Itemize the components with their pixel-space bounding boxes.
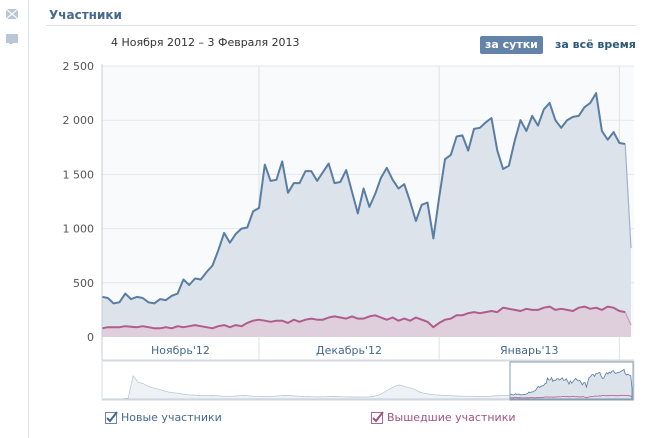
y-tick-label: 2 000 — [63, 114, 95, 127]
header-divider — [46, 25, 636, 26]
y-tick-label: 1 500 — [63, 168, 95, 181]
navigator-history-series — [103, 375, 511, 400]
navigator-new-series — [509, 368, 633, 400]
new-members-area — [102, 93, 631, 337]
y-tick-label: 500 — [73, 277, 94, 290]
mail-icon[interactable] — [6, 9, 18, 19]
left-members-line — [101, 305, 626, 330]
left-rail — [0, 0, 29, 438]
left-members-partial-segment — [624, 311, 632, 326]
legend-new-members[interactable]: Новые участники — [105, 410, 222, 424]
y-tick-label: 2 500 — [63, 60, 95, 73]
plot-background — [102, 66, 634, 337]
period-all-time-button[interactable]: за всё время — [555, 38, 636, 51]
navigator-selection[interactable] — [509, 361, 634, 401]
new-members-partial-segment — [624, 144, 632, 249]
comment-icon[interactable] — [6, 34, 18, 44]
navigator-frame — [101, 360, 635, 401]
legend-left-members[interactable]: Вышедшие участники — [371, 410, 516, 424]
y-tick-label: 0 — [87, 331, 94, 344]
y-tick-label: 1 000 — [63, 223, 95, 236]
left-members-area — [102, 306, 631, 337]
month-label: Ноябрь'12 — [151, 344, 210, 357]
new-members-line — [101, 92, 626, 305]
checkbox-new-members[interactable] — [105, 410, 118, 424]
period-daily-button[interactable]: за сутки — [480, 36, 543, 54]
legend-left-label: Вышедшие участники — [387, 411, 516, 424]
checkbox-left-members[interactable] — [371, 410, 384, 424]
month-label: Декабрь'12 — [316, 344, 382, 357]
page-title: Участники — [49, 8, 122, 22]
date-range: 4 Ноября 2012 – 3 Февраля 2013 — [111, 36, 300, 49]
navigator-left-series — [509, 394, 633, 399]
legend-new-label: Новые участники — [121, 411, 222, 424]
month-label: Январь'13 — [500, 344, 559, 357]
